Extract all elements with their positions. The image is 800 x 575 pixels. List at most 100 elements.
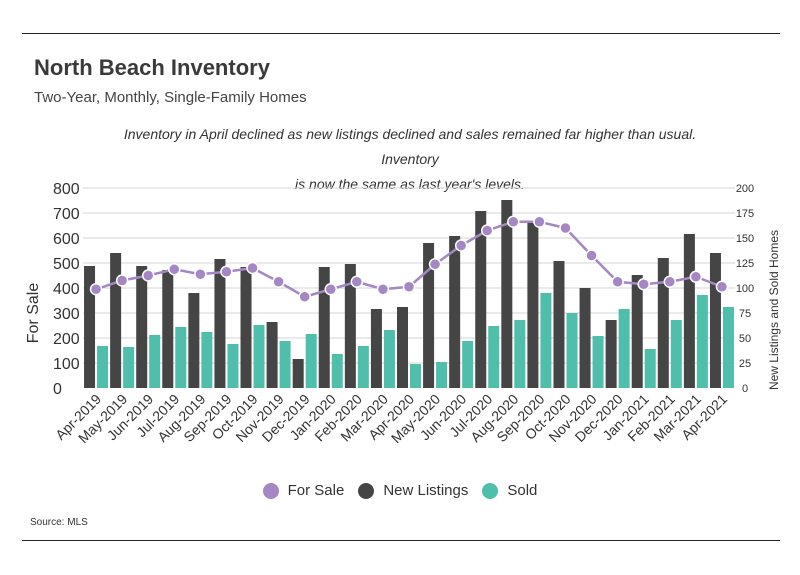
point-for-sale (246, 261, 259, 275)
bar-new-listings (683, 234, 695, 388)
bar-new-listings (553, 261, 565, 388)
bar-new-listings (162, 270, 174, 388)
source-note: Source: MLS (30, 517, 88, 528)
legend-label-for-sale: For Sale (287, 482, 345, 499)
bar-sold (410, 364, 421, 388)
point-for-sale (454, 239, 468, 252)
y-right-axis-title: New Listings and Sold Homes (767, 230, 781, 390)
point-for-sale (194, 268, 207, 281)
bar-new-listings (214, 259, 226, 388)
bar-sold (462, 341, 474, 388)
point-for-sale (324, 283, 338, 296)
point-for-sale (585, 249, 598, 262)
annotation-line-1: Inventory in April declined as new listi… (123, 126, 697, 167)
bottom-rule (22, 540, 780, 541)
bar-sold (123, 347, 135, 388)
chart-subtitle: Two-Year, Monthly, Single-Family Homes (34, 89, 307, 106)
y-left-axis-title: For Sale (25, 283, 42, 344)
bar-new-listings (266, 322, 278, 388)
bar-new-listings (370, 309, 382, 388)
bar-sold (566, 313, 578, 388)
bar-sold (383, 330, 395, 388)
point-for-sale (115, 274, 129, 287)
legend-item-for-sale: For Sale (262, 482, 345, 499)
legend-item-sold: Sold (482, 482, 537, 499)
point-for-sale (402, 280, 416, 293)
bar-new-listings (423, 243, 435, 388)
legend-label-sold: Sold (507, 482, 538, 499)
point-for-sale (220, 265, 233, 278)
point-for-sale (533, 215, 546, 228)
point-for-sale (376, 283, 390, 296)
point-for-sale (715, 280, 729, 293)
bar-new-listings (475, 211, 487, 388)
bar-sold (149, 335, 161, 388)
y-right-tick-label: 125 (736, 258, 754, 270)
point-for-sale (141, 269, 155, 282)
y-right-tick-label: 75 (739, 308, 751, 320)
y-right-tick-label: 175 (736, 208, 754, 220)
y-left-tick-label: 200 (53, 331, 80, 348)
point-for-sale (611, 275, 624, 288)
y-left-tick-label: 100 (53, 356, 80, 373)
y-left-tick-label: 800 (53, 181, 80, 198)
bar-sold (253, 325, 265, 388)
bar-new-listings (397, 307, 408, 388)
y-right-tick-label: 200 (736, 183, 754, 195)
point-for-sale (480, 224, 494, 237)
bar-sold (592, 336, 604, 388)
bar-new-listings (292, 359, 304, 388)
y-right-tick-label: 100 (736, 283, 754, 295)
legend-item-new-listings: New Listings (358, 482, 468, 499)
bar-new-listings (136, 266, 148, 388)
y-left-tick-label: 500 (53, 256, 80, 273)
top-rule (22, 33, 780, 34)
point-for-sale (272, 275, 285, 288)
point-for-sale (663, 275, 677, 288)
chart-legend: For Sale New Listings Sold (0, 482, 800, 499)
bar-new-listings (318, 267, 330, 388)
bar-sold (722, 307, 734, 388)
legend-swatch-new-listings (358, 482, 375, 499)
bar-new-listings (657, 258, 669, 388)
point-for-sale (89, 283, 103, 296)
legend-swatch-sold (482, 482, 499, 499)
point-for-sale (689, 270, 703, 283)
bar-new-listings (240, 267, 252, 388)
bar-sold (436, 362, 448, 388)
bar-new-listings (188, 293, 200, 388)
point-for-sale (637, 278, 650, 291)
point-for-sale (428, 258, 442, 271)
y-right-tick-label: 50 (739, 333, 751, 345)
bar-sold (488, 326, 500, 388)
bar-sold (227, 344, 239, 388)
chart-title: North Beach Inventory (34, 55, 270, 80)
bar-sold (540, 293, 552, 388)
bar-sold (670, 320, 682, 388)
bar-sold (618, 309, 630, 388)
bar-new-listings (344, 264, 356, 388)
point-for-sale (298, 290, 311, 303)
bar-sold (201, 332, 213, 388)
y-right-tick-label: 0 (742, 383, 748, 395)
legend-label-new-listings: New Listings (383, 482, 469, 499)
bar-new-listings (110, 253, 122, 388)
bar-new-listings (605, 320, 617, 388)
bar-sold (175, 327, 187, 388)
bar-new-listings (631, 275, 643, 388)
y-left-tick-label: 300 (53, 306, 80, 323)
bar-sold (357, 346, 369, 388)
bar-new-listings (579, 288, 591, 388)
bar-sold (696, 295, 708, 388)
bar-new-listings (501, 200, 513, 388)
y-left-tick-label: 600 (53, 231, 80, 248)
bar-sold (279, 341, 291, 388)
bar-new-listings (709, 253, 721, 388)
point-for-sale (168, 263, 181, 276)
bar-new-listings (84, 266, 96, 388)
bar-sold (305, 334, 317, 388)
y-left-tick-label: 400 (53, 281, 80, 298)
y-right-tick-label: 25 (739, 358, 751, 370)
legend-swatch-for-sale (262, 482, 279, 499)
